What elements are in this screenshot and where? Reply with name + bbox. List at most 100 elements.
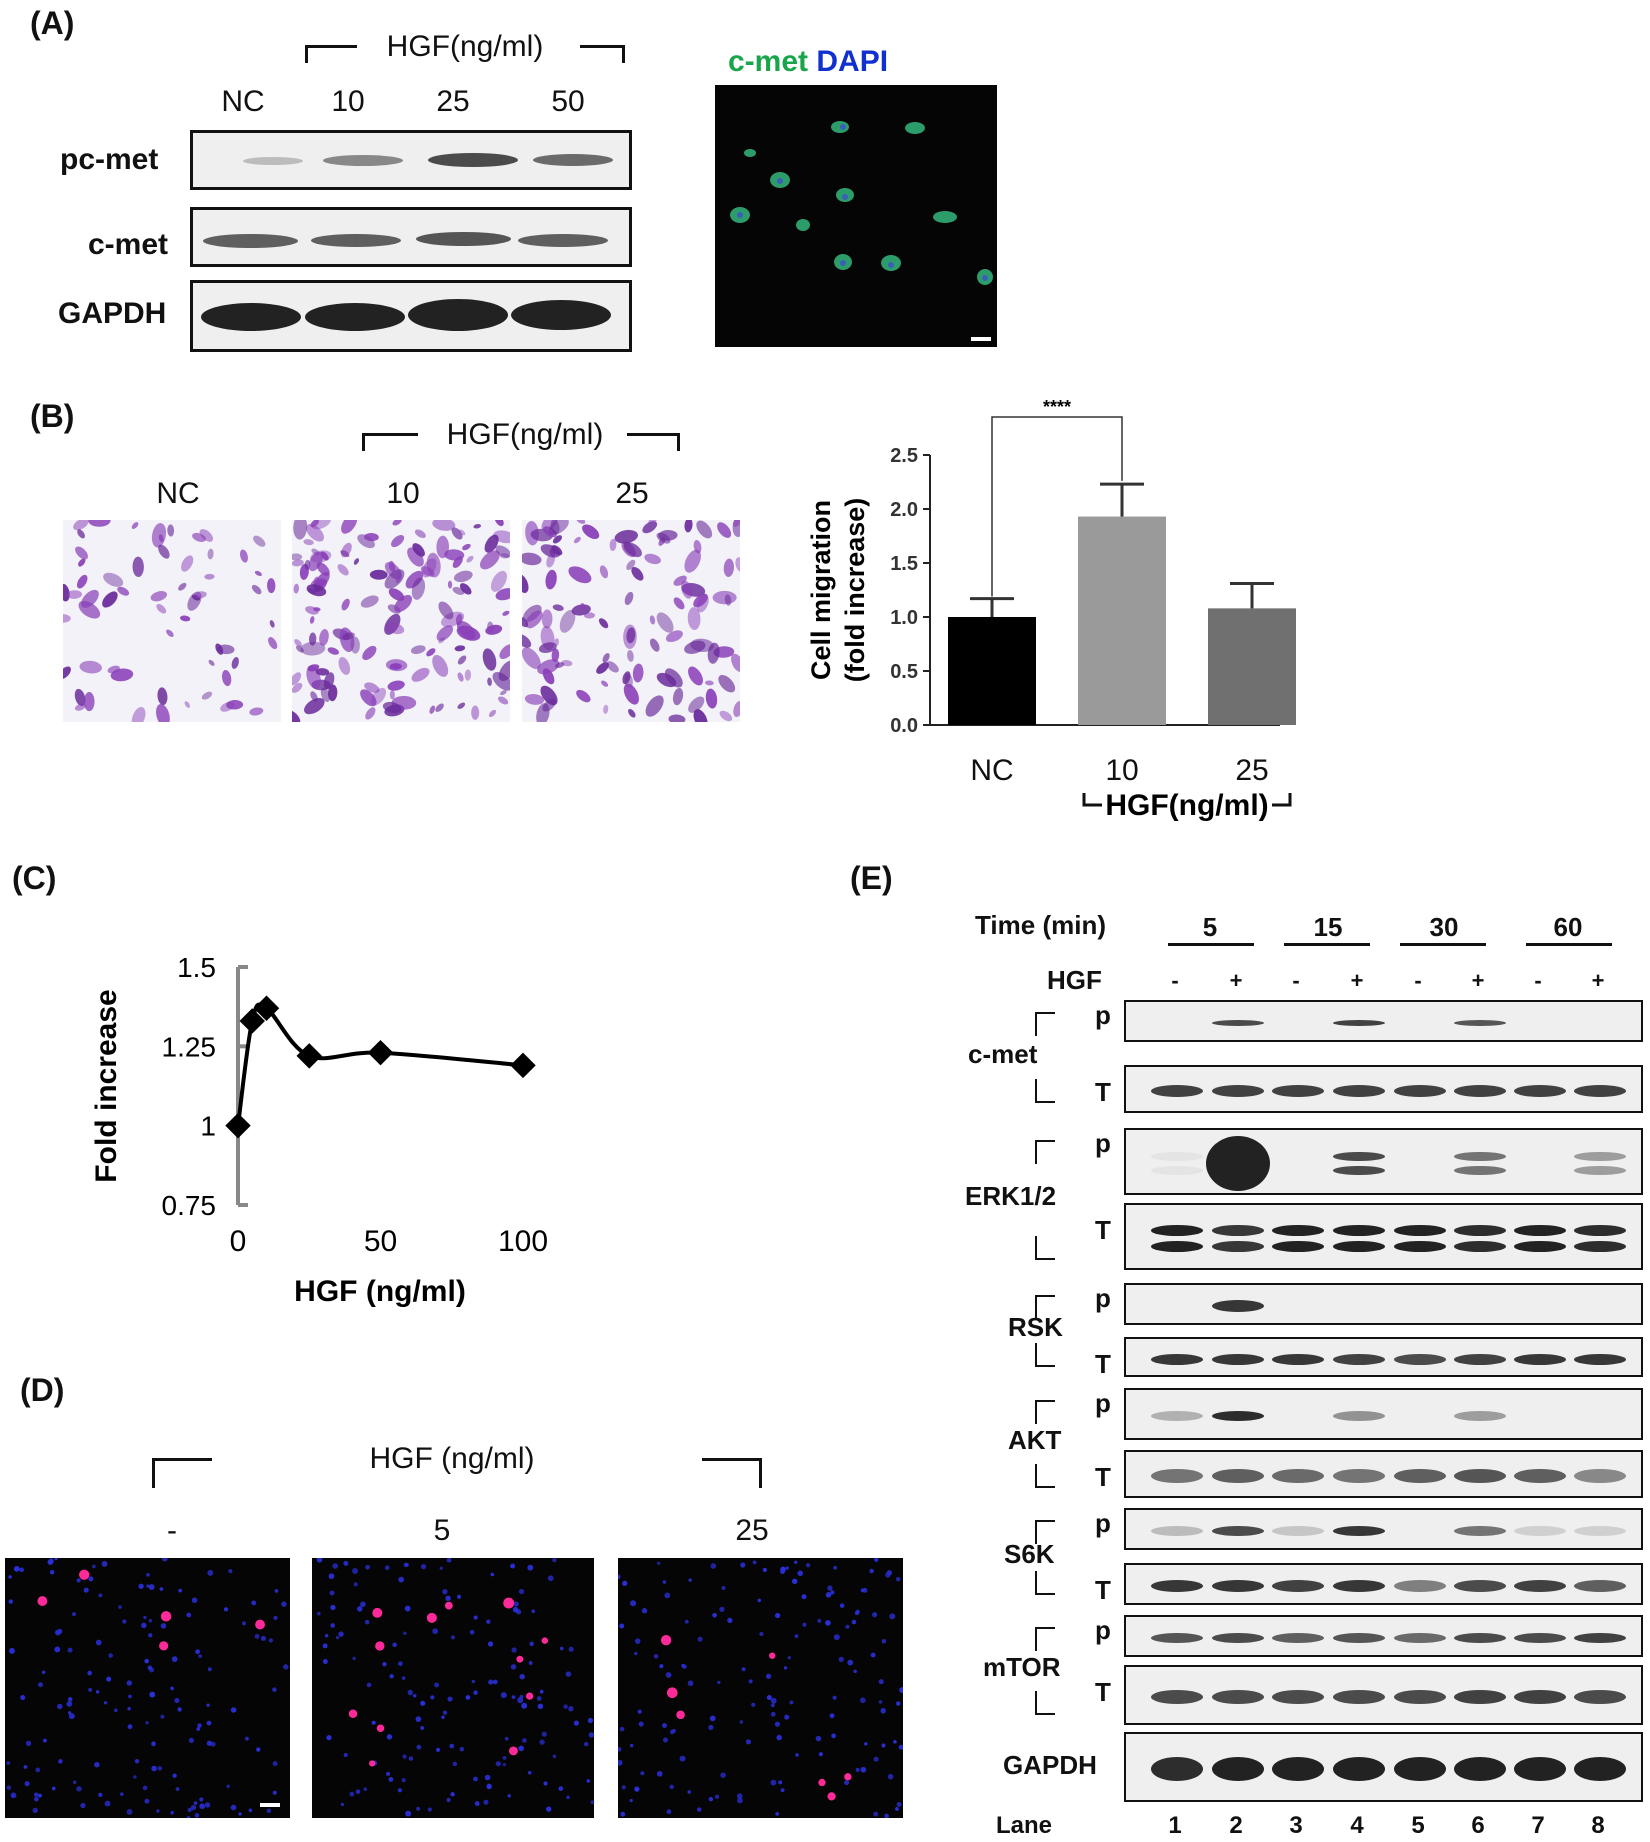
blot-gapdh bbox=[1124, 1732, 1643, 1802]
row-label-gapdh: GAPDH bbox=[58, 297, 167, 330]
protein-bracket-bottom bbox=[1035, 1079, 1055, 1103]
fluor-label-cmet: c-met bbox=[728, 45, 809, 78]
line-y-tick-label: 1 bbox=[200, 1111, 216, 1142]
migration-image-10 bbox=[292, 520, 510, 722]
lane-number-1: 1 bbox=[1168, 1812, 1182, 1839]
hgf-sign-3: - bbox=[1292, 968, 1300, 993]
p-label: p bbox=[1095, 1615, 1111, 1645]
time-15: 15 bbox=[1313, 912, 1343, 942]
hgf-sign-8: + bbox=[1591, 968, 1605, 993]
lane-number-6: 6 bbox=[1471, 1812, 1485, 1839]
edu-image-neg bbox=[5, 1555, 290, 1820]
blot-mtor-T bbox=[1124, 1665, 1643, 1725]
bar-category-label: 10 bbox=[1105, 754, 1138, 787]
protein-bracket-top bbox=[1035, 1295, 1055, 1319]
protein-bracket-top bbox=[1035, 1520, 1055, 1544]
fluor-title: c-met DAPI bbox=[728, 45, 888, 79]
protein-label-erk1/2: ERK1/2 bbox=[965, 1181, 1057, 1211]
line-y-tick-label: 1.5 bbox=[177, 952, 216, 983]
hgf-row-label: HGF bbox=[1047, 965, 1102, 995]
panel-c-label: (C) bbox=[12, 860, 57, 896]
significance-stars: **** bbox=[1043, 397, 1071, 417]
data-point-marker bbox=[510, 1052, 536, 1079]
time-label: Time (min) bbox=[975, 910, 1106, 940]
time-underline-60 bbox=[1526, 943, 1612, 946]
hgf-sign-4: + bbox=[1350, 968, 1364, 993]
hgf-footer-bracket-right bbox=[1272, 793, 1292, 807]
panel-d-label: (D) bbox=[20, 1372, 65, 1408]
bar-y-tick-label: 0.0 bbox=[890, 715, 918, 737]
hgf-sign-6: + bbox=[1471, 968, 1485, 993]
blot-pc-met bbox=[190, 130, 632, 190]
panel-d-lane-5: 5 bbox=[433, 1514, 451, 1547]
line-x-tick-label: 50 bbox=[364, 1225, 397, 1258]
blot-s6k-p bbox=[1124, 1508, 1643, 1550]
blot-s6k-T bbox=[1124, 1563, 1643, 1605]
significance-bracket bbox=[991, 416, 1123, 597]
line-x-axis-label: HGF (ng/ml) bbox=[294, 1275, 466, 1308]
line-y-tick-label: 0.75 bbox=[162, 1190, 217, 1221]
time-5: 5 bbox=[1202, 912, 1218, 942]
protein-bracket-top bbox=[1035, 1140, 1055, 1164]
t-label: T bbox=[1095, 1677, 1111, 1707]
panel-d-lane-25: 25 bbox=[735, 1514, 769, 1547]
blot-erk-T bbox=[1124, 1203, 1643, 1270]
protein-bracket-bottom bbox=[1035, 1691, 1055, 1715]
bar-y-tick-label: 1.0 bbox=[890, 607, 918, 629]
protein-label-gapdh: GAPDH bbox=[1003, 1750, 1097, 1780]
bar-y-tick-label: 2.0 bbox=[890, 499, 918, 521]
panel-a-lane-nc: NC bbox=[221, 85, 265, 118]
p-label: p bbox=[1095, 1508, 1111, 1538]
p-label: p bbox=[1095, 1388, 1111, 1418]
panel-a-lane-50: 50 bbox=[551, 85, 585, 118]
hgf-sign-7: - bbox=[1534, 968, 1542, 993]
panel-a-label: (A) bbox=[30, 5, 75, 41]
bar-category-label: NC bbox=[970, 754, 1013, 787]
panel-b-label: (B) bbox=[30, 398, 75, 434]
protein-label-s6k: S6K bbox=[1004, 1538, 1055, 1569]
blot-rsk-p bbox=[1124, 1283, 1643, 1325]
bar-x-axis-label: HGF(ng/ml) bbox=[1105, 789, 1268, 822]
protein-bracket-top bbox=[1035, 1627, 1055, 1651]
line-y-tick-label: 1.25 bbox=[162, 1031, 217, 1062]
lane-number-4: 4 bbox=[1350, 1812, 1364, 1839]
protein-bracket-bottom bbox=[1035, 1343, 1055, 1367]
row-label-c-met: c-met bbox=[88, 228, 169, 261]
time-60: 60 bbox=[1553, 912, 1583, 942]
t-label: T bbox=[1095, 1349, 1111, 1379]
panel-b-hgf-header: HGF(ng/ml) bbox=[446, 418, 604, 451]
line-y-axis-label: Fold increase bbox=[90, 989, 123, 1182]
row-label-pc-met: pc-met bbox=[60, 143, 159, 176]
cell-migration-bar-chart: 0.0 0.5 1.0 1.5 2.0 2.5 Cell migration (fold in… bbox=[806, 397, 1296, 822]
panel-a-hgf-header: HGF(ng/ml) bbox=[386, 30, 544, 63]
panel-d-hgf-header: HGF (ng/ml) bbox=[369, 1442, 535, 1475]
blot-c-met bbox=[190, 207, 632, 267]
blot-mtor-p bbox=[1124, 1615, 1643, 1657]
migration-image-nc bbox=[63, 520, 281, 722]
protein-label-akt: AKT bbox=[1008, 1425, 1062, 1455]
protein-label-c-met: c-met bbox=[968, 1038, 1038, 1069]
blot-rsk-T bbox=[1124, 1337, 1643, 1377]
time-underline-15 bbox=[1284, 943, 1370, 946]
hgf-sign-2: + bbox=[1229, 968, 1243, 993]
blot-c-met-p bbox=[1124, 1000, 1643, 1042]
lane-number-7: 7 bbox=[1531, 1812, 1545, 1839]
t-label: T bbox=[1095, 1462, 1111, 1492]
lane-number-3: 3 bbox=[1289, 1812, 1303, 1839]
t-label: T bbox=[1095, 1077, 1111, 1107]
hgf-sign-5: - bbox=[1414, 968, 1422, 993]
fold-increase-series-line bbox=[236, 1002, 524, 1126]
lane-label: Lane bbox=[996, 1812, 1053, 1839]
fold-increase-line-chart: 0.75 1 1.25 1.5 0 50 100 HGF (ng/ml) Fold increa… bbox=[90, 952, 548, 1308]
bar-y-tick-label: 0.5 bbox=[890, 661, 918, 683]
panel-e-label: (E) bbox=[850, 860, 893, 896]
data-point-marker bbox=[296, 1043, 322, 1069]
data-point-marker bbox=[367, 1039, 394, 1066]
bar-10 bbox=[1078, 516, 1166, 725]
panel-b-lane-25: 25 bbox=[615, 477, 649, 510]
hgf-footer-bracket-left bbox=[1082, 793, 1102, 807]
bar-y-tick-label: 1.5 bbox=[890, 553, 918, 575]
protein-bracket-bottom bbox=[1035, 1571, 1055, 1595]
edu-image-25 bbox=[615, 1557, 906, 1819]
protein-bracket-top bbox=[1035, 1400, 1055, 1424]
